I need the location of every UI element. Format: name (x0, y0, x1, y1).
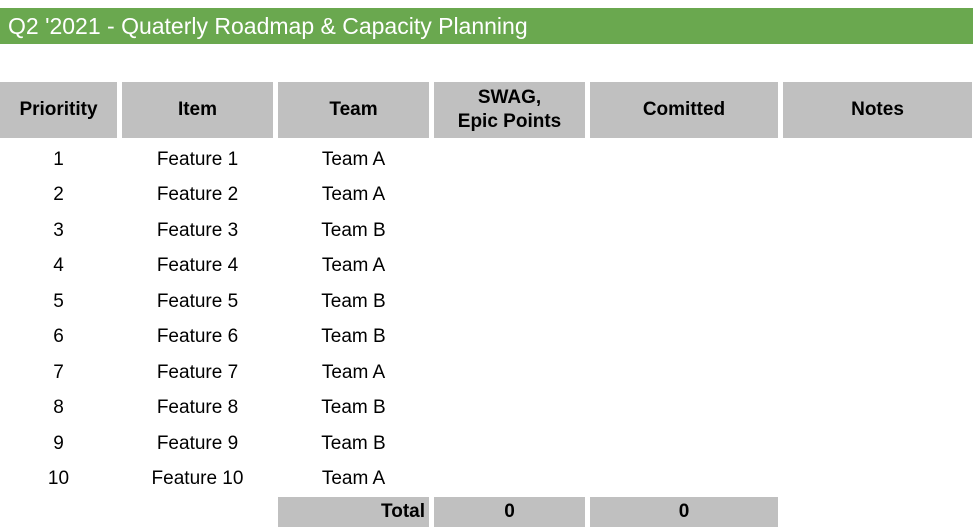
header-team[interactable]: Team (278, 80, 429, 138)
cell-item[interactable]: Feature 3 (156, 219, 239, 241)
table-row: 5 Feature 5 Team B (0, 284, 972, 320)
cell-priority[interactable]: 1 (53, 148, 64, 170)
total-row: Total 0 0 (0, 497, 972, 527)
cell-team[interactable]: Team A (321, 148, 386, 170)
cell-notes[interactable] (783, 213, 972, 249)
cell-notes[interactable] (783, 249, 972, 285)
cell-notes[interactable] (783, 391, 972, 427)
cell-notes[interactable] (783, 320, 972, 356)
cell-notes[interactable] (783, 426, 972, 462)
header-committed[interactable]: Comitted (590, 80, 778, 138)
cell-priority[interactable]: 6 (53, 326, 64, 348)
header-row: Prioritity Item Team SWAG, Epic Points C… (0, 80, 972, 138)
roadmap-table: Prioritity Item Team SWAG, Epic Points C… (0, 80, 977, 527)
cell-swag[interactable] (434, 391, 585, 427)
cell-swag[interactable] (434, 355, 585, 391)
table-row: 2 Feature 2 Team A (0, 178, 972, 214)
cell-priority[interactable]: 3 (53, 219, 64, 241)
cell-swag[interactable] (434, 462, 585, 498)
cell-item[interactable]: Feature 1 (156, 148, 239, 170)
cell-committed[interactable] (590, 138, 778, 178)
cell-committed[interactable] (590, 391, 778, 427)
cell-team[interactable]: Team A (321, 361, 386, 383)
cell-swag[interactable] (434, 426, 585, 462)
cell-team[interactable]: Team B (321, 290, 386, 312)
cell-item[interactable]: Feature 8 (156, 397, 239, 419)
cell-committed[interactable] (590, 320, 778, 356)
total-spacer-notes[interactable] (783, 497, 972, 527)
total-swag[interactable]: 0 (434, 497, 585, 527)
cell-committed[interactable] (590, 426, 778, 462)
cell-committed[interactable] (590, 284, 778, 320)
cell-priority[interactable]: 2 (53, 184, 64, 206)
cell-swag[interactable] (434, 249, 585, 285)
cell-notes[interactable] (783, 355, 972, 391)
cell-team[interactable]: Team A (321, 184, 386, 206)
cell-item[interactable]: Feature 9 (156, 432, 239, 454)
total-label[interactable]: Total (278, 497, 429, 527)
header-priority[interactable]: Prioritity (0, 80, 117, 138)
table-row: 4 Feature 4 Team A (0, 249, 972, 285)
cell-notes[interactable] (783, 138, 972, 178)
cell-swag[interactable] (434, 320, 585, 356)
cell-team[interactable]: Team A (321, 468, 386, 490)
cell-team[interactable]: Team B (321, 326, 386, 348)
cell-priority[interactable]: 4 (53, 255, 64, 277)
cell-committed[interactable] (590, 178, 778, 214)
cell-committed[interactable] (590, 355, 778, 391)
cell-team[interactable]: Team B (321, 219, 386, 241)
header-swag-line1: SWAG, (477, 87, 542, 108)
table-row: 7 Feature 7 Team A (0, 355, 972, 391)
cell-swag[interactable] (434, 178, 585, 214)
cell-team[interactable]: Team B (321, 397, 386, 419)
header-notes[interactable]: Notes (783, 80, 972, 138)
sheet-title: Q2 '2021 - Quaterly Roadmap & Capacity P… (0, 8, 973, 44)
cell-swag[interactable] (434, 213, 585, 249)
cell-committed[interactable] (590, 462, 778, 498)
total-spacer-priority[interactable] (0, 497, 117, 527)
cell-notes[interactable] (783, 178, 972, 214)
cell-committed[interactable] (590, 213, 778, 249)
cell-item[interactable]: Feature 5 (156, 290, 239, 312)
table-row: 3 Feature 3 Team B (0, 213, 972, 249)
cell-swag[interactable] (434, 284, 585, 320)
cell-swag[interactable] (434, 138, 585, 178)
cell-notes[interactable] (783, 284, 972, 320)
total-spacer-item[interactable] (122, 497, 273, 527)
header-swag[interactable]: SWAG, Epic Points (434, 80, 585, 138)
cell-priority[interactable]: 8 (53, 397, 64, 419)
cell-priority[interactable]: 10 (47, 468, 70, 490)
cell-committed[interactable] (590, 249, 778, 285)
cell-team[interactable]: Team B (321, 432, 386, 454)
cell-priority[interactable]: 7 (53, 361, 64, 383)
cell-item[interactable]: Feature 2 (156, 184, 239, 206)
cell-team[interactable]: Team A (321, 255, 386, 277)
cell-priority[interactable]: 9 (53, 432, 64, 454)
cell-priority[interactable]: 5 (53, 290, 64, 312)
cell-notes[interactable] (783, 462, 972, 498)
cell-item[interactable]: Feature 4 (156, 255, 239, 277)
table-row: 6 Feature 6 Team B (0, 320, 972, 356)
table-row: 9 Feature 9 Team B (0, 426, 972, 462)
table-row: 10 Feature 10 Team A (0, 462, 972, 498)
cell-item[interactable]: Feature 7 (156, 361, 239, 383)
header-item[interactable]: Item (122, 80, 273, 138)
table-row: 8 Feature 8 Team B (0, 391, 972, 427)
cell-item[interactable]: Feature 6 (156, 326, 239, 348)
table-body: 1 Feature 1 Team A 2 Feature 2 Team A 3 Feature… (0, 138, 972, 497)
header-swag-line2: Epic Points (457, 111, 562, 132)
total-committed[interactable]: 0 (590, 497, 778, 527)
table-row: 1 Feature 1 Team A (0, 138, 972, 178)
cell-item[interactable]: Feature 10 (151, 468, 244, 490)
